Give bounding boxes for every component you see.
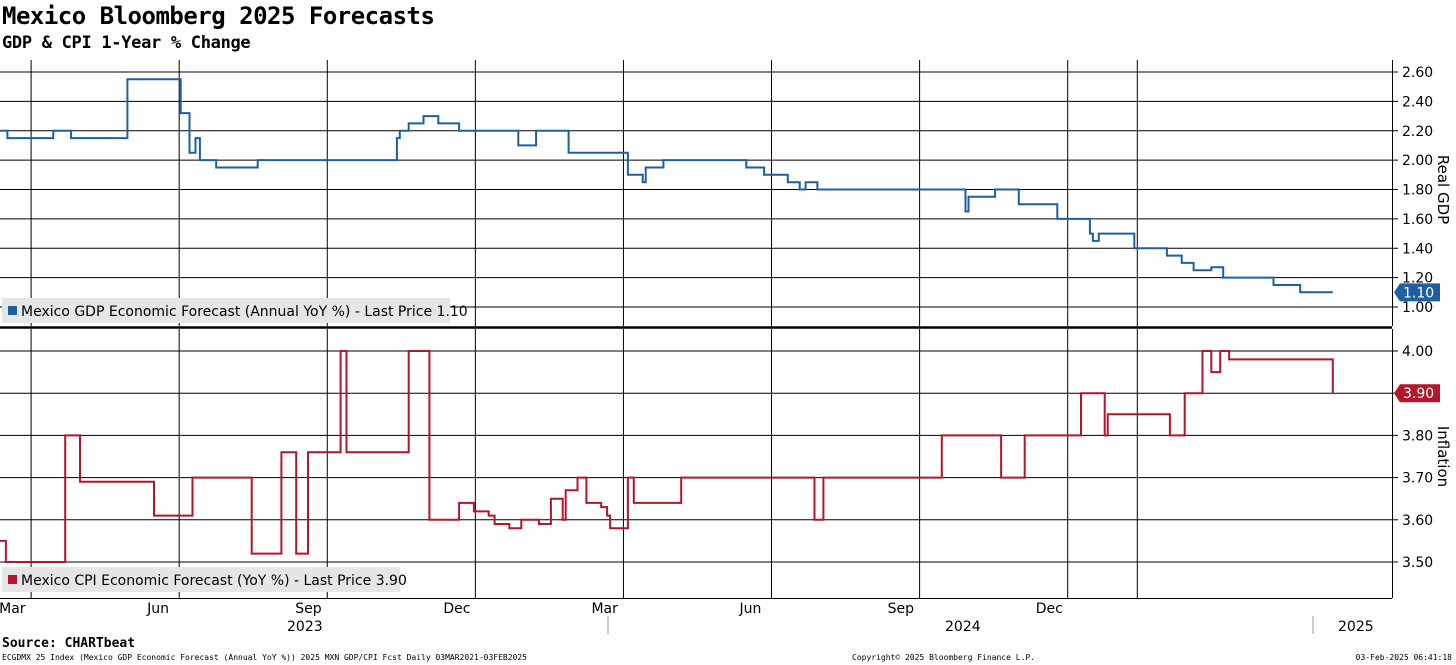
timestamp: 03-Feb-2025 06:41:18 <box>1355 653 1452 662</box>
series-line-top <box>0 78 1333 294</box>
ytick-label-top-2: 2.20 <box>1402 124 1433 140</box>
ytick-label-bottom-3: 3.70 <box>1402 471 1433 487</box>
ytick-label-bottom-4: 3.60 <box>1402 513 1433 529</box>
ytick-label-top-8: 1.00 <box>1402 300 1433 316</box>
x-month-label-4: Mar <box>591 601 618 617</box>
x-month-label-6: Sep <box>888 601 915 617</box>
x-month-label-5: Jun <box>739 601 762 617</box>
x-month-label-1: Jun <box>146 601 169 617</box>
x-year-label-1: 2024 <box>945 619 981 635</box>
axes: 2.60 2.40 2.20 2.00 1.80 1.60 1.40 1.20 1.00 Real… <box>0 60 1452 635</box>
chart-title: Mexico Bloomberg 2025 Forecasts <box>2 2 435 30</box>
x-year-label-0: 2023 <box>287 619 323 635</box>
x-month-label-7: Dec <box>1036 601 1063 617</box>
series-line-bottom <box>0 350 1334 563</box>
legend-box-top <box>2 298 450 323</box>
last-price-label-bottom: 3.90 <box>1403 386 1434 402</box>
legend-swatch-top <box>8 306 17 315</box>
y-axis-title-top: Real GDP <box>1434 155 1452 224</box>
source-note: Source: CHARTbeat <box>2 636 136 651</box>
series-layer <box>0 78 1334 563</box>
ytick-label-top-1: 2.40 <box>1402 94 1433 110</box>
x-month-label-0: Mar <box>0 601 26 617</box>
x-year-label-2: 2025 <box>1338 619 1374 635</box>
legend-label-bottom: Mexico CPI Economic Forecast (YoY %) - L… <box>21 573 407 589</box>
last-price-tag-top <box>1394 283 1440 302</box>
legend-label-top: Mexico GDP Economic Forecast (Annual YoY… <box>21 304 468 320</box>
ytick-label-top-3: 2.00 <box>1402 153 1433 169</box>
copyright: Copyright© 2025 Bloomberg Finance L.P. <box>852 653 1036 662</box>
ytick-label-bottom-5: 3.50 <box>1402 555 1433 571</box>
ytick-label-bottom-2: 3.80 <box>1402 428 1433 444</box>
ytick-label-top-5: 1.60 <box>1402 212 1433 228</box>
legend-swatch-bottom <box>8 575 17 584</box>
ytick-label-top-0: 2.60 <box>1402 65 1433 81</box>
last-price-tag-bottom <box>1394 384 1440 403</box>
chart-subtitle: GDP & CPI 1-Year % Change <box>2 33 251 53</box>
legend-box-bottom <box>2 567 400 592</box>
ytick-label-bottom-0: 4.00 <box>1402 344 1433 360</box>
legend: Mexico GDP Economic Forecast (Annual YoY… <box>2 298 468 592</box>
grid <box>0 60 1392 599</box>
last-price-label-top: 1.10 <box>1403 285 1434 301</box>
y-axis-title-bottom: Inflation <box>1434 426 1452 487</box>
x-month-label-2: Sep <box>295 601 322 617</box>
ytick-label-top-6: 1.40 <box>1402 241 1433 257</box>
ytick-label-top-4: 1.80 <box>1402 183 1433 199</box>
x-month-label-3: Dec <box>443 601 470 617</box>
ytick-label-top-7: 1.20 <box>1402 271 1433 287</box>
footer-note: ECGDMX 25 Index (Mexico GDP Economic For… <box>2 653 527 662</box>
